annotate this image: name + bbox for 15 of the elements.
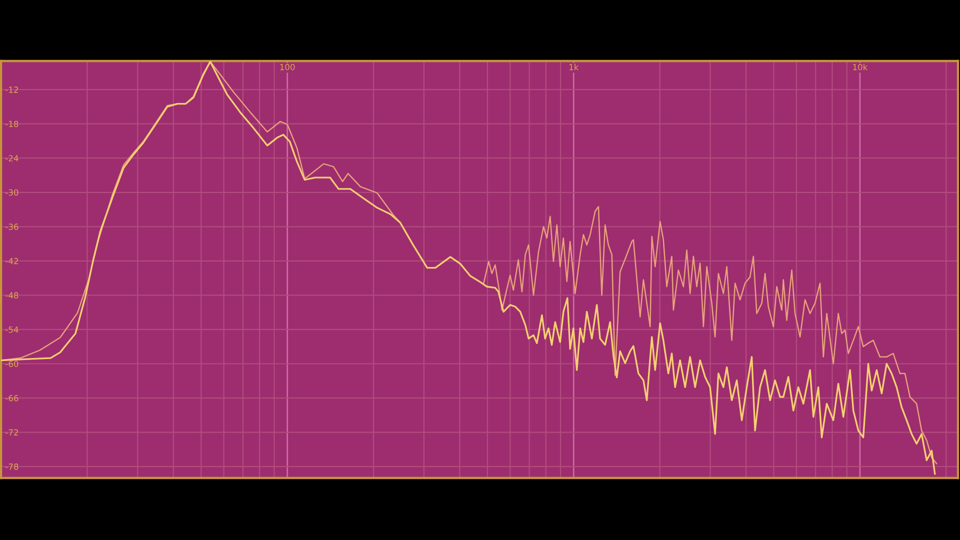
x-tick-label: 1k: [569, 64, 579, 70]
y-tick-label: -66: [6, 395, 18, 402]
y-tick-label: -42: [6, 258, 18, 264]
y-tick-label: -18: [6, 120, 18, 128]
y-tick-label: -24: [6, 155, 18, 162]
y-tick-label: -78: [6, 464, 18, 470]
y-tick-label: -12: [6, 86, 18, 93]
y-tick-label: -48: [6, 292, 18, 298]
y-tick-label: -72: [6, 429, 18, 436]
y-tick-label: -60: [6, 360, 18, 368]
y-tick-label: -30: [6, 189, 18, 196]
y-tick-label: -36: [6, 224, 18, 230]
y-tick-label: -54: [6, 326, 18, 333]
x-tick-label: 10k: [853, 64, 868, 70]
x-tick-label: 100: [280, 64, 295, 70]
